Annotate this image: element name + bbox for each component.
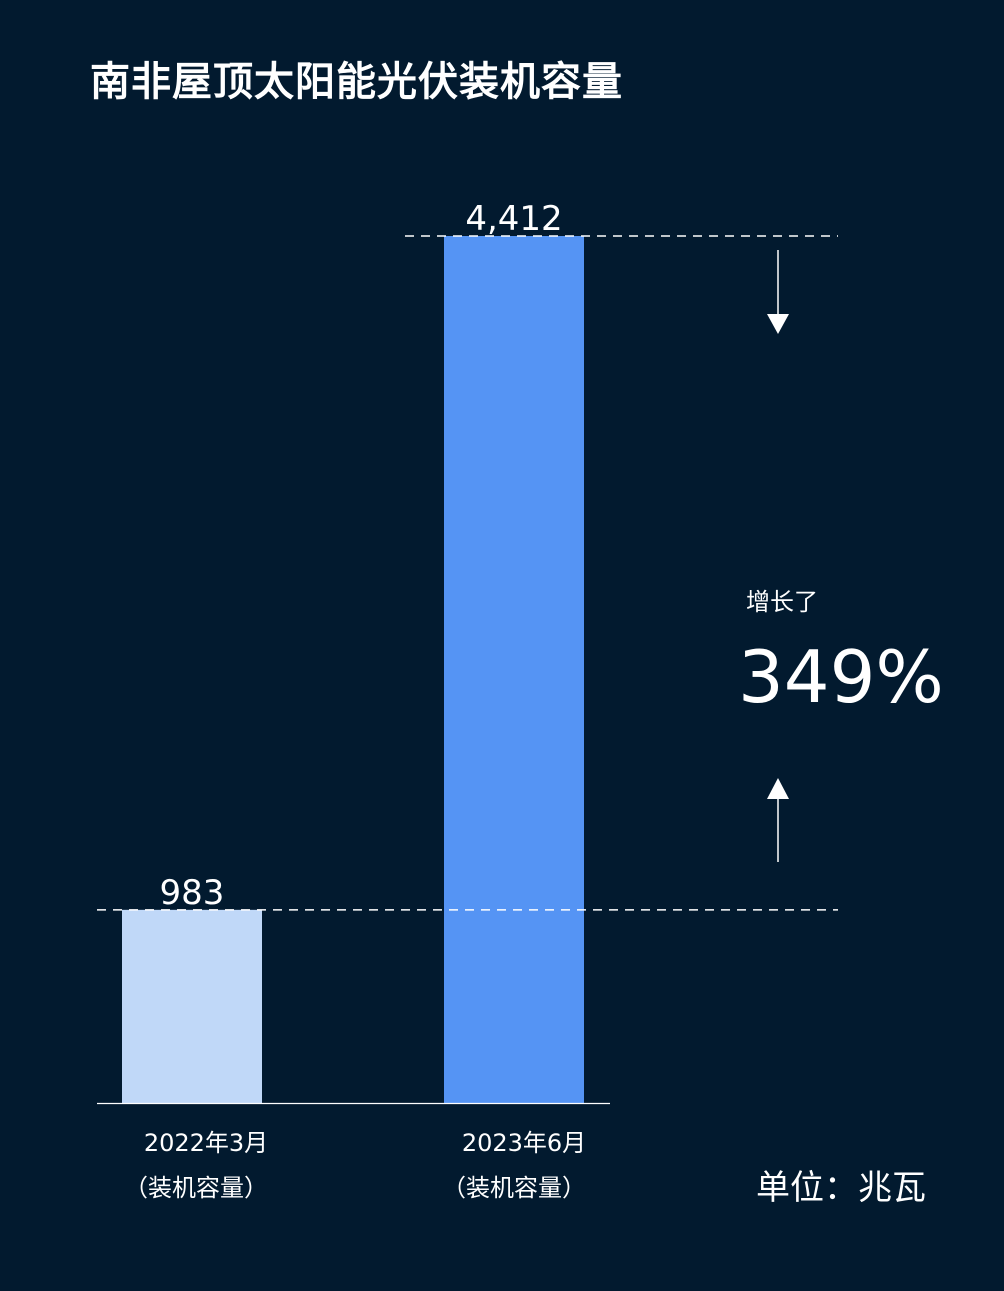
category-sublabel-1: （装机容量） bbox=[124, 1174, 268, 1202]
chart-title: 南非屋顶太阳能光伏装机容量 bbox=[90, 59, 623, 105]
bar-1 bbox=[122, 909, 262, 1103]
category-label-2: 2023年6月 bbox=[461, 1129, 587, 1157]
bars-layer bbox=[122, 236, 584, 1103]
value-label-2: 4,412 bbox=[465, 199, 562, 239]
growth-percentage: 349% bbox=[738, 635, 944, 719]
growth-label: 增长了 bbox=[746, 588, 818, 616]
reference-lines bbox=[97, 235, 838, 1105]
category-sublabel-2: （装机容量） bbox=[442, 1174, 586, 1202]
category-label-1: 2022年3月 bbox=[143, 1129, 269, 1157]
arrow-up-icon bbox=[767, 778, 789, 799]
value-labels: 983 4,412 bbox=[160, 199, 563, 913]
unit-label: 单位：兆瓦 bbox=[756, 1168, 926, 1208]
value-label-1: 983 bbox=[160, 873, 225, 913]
bar-2 bbox=[444, 236, 584, 1103]
arrow-down-icon bbox=[767, 314, 789, 334]
